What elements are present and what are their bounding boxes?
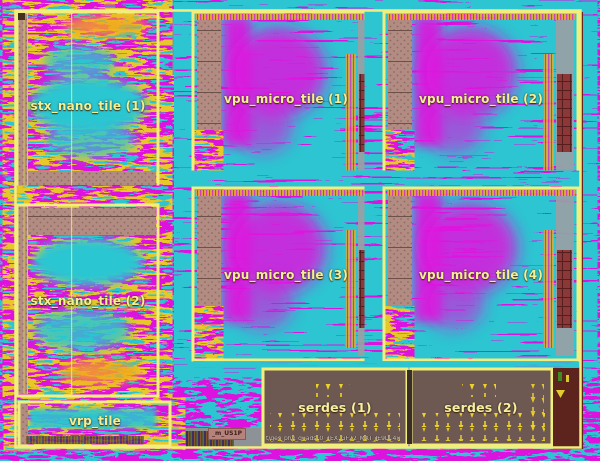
macro-column [18, 13, 28, 198]
label-vpu-micro-tile-3: vpu_micro_tile (3) [223, 268, 349, 282]
macro-stack [359, 250, 374, 328]
pin-arrow-icons [418, 428, 545, 441]
macro-column [18, 206, 28, 394]
label-stx-nano-tile-2: stx_nano_tile (2) [30, 294, 146, 308]
partition-line [71, 206, 73, 394]
instance-tag: _m_US1P [208, 428, 247, 440]
tile-boundary [382, 10, 580, 186]
macro-stack [359, 74, 374, 152]
tile-serdes-1 [261, 367, 409, 447]
label-stx-nano-tile-1: stx_nano_tile (1) [30, 99, 146, 113]
pin-arrow-icon [556, 390, 565, 398]
channel-block-cluster [164, 79, 193, 117]
partition-line [71, 13, 73, 197]
tile-vpu-micro-2 [382, 10, 580, 186]
label-serdes-1: serdes (1) [298, 399, 372, 415]
corner-maroon-region [553, 368, 583, 449]
tile-boundary [191, 10, 382, 186]
pin-arrow-icons [462, 384, 496, 397]
tile-stx-nano-2 [15, 203, 160, 398]
serdes-gap [407, 370, 412, 444]
pin-arrow-icons [270, 413, 400, 427]
label-serdes-2: serdes (2) [444, 399, 518, 415]
die-boundary [14, 9, 582, 449]
tile-boundary [382, 186, 580, 362]
tile-boundary [17, 400, 172, 448]
corner-marker [18, 13, 25, 20]
label-vpu-micro-tile-4: vpu_micro_tile (4) [418, 268, 544, 282]
tile-vpu-micro-3 [191, 186, 382, 362]
label-vpu-micro-tile-1: vpu_micro_tile (1) [223, 92, 349, 106]
filler-gray-strip [159, 11, 193, 79]
tile-vrp [17, 400, 172, 448]
pin-arrow-icons [270, 428, 400, 441]
pin-arrow-icons [316, 384, 350, 397]
tile-serdes-2 [409, 367, 554, 447]
tile-boundary [15, 10, 160, 201]
label-vrp-tile: vrp_tile [68, 414, 122, 428]
macro-stack [557, 250, 572, 328]
tile-vpu-micro-4 [382, 186, 580, 362]
pin-arrow-icons [418, 413, 545, 427]
tile-vpu-micro-1 [191, 10, 382, 186]
tile-boundary [191, 186, 382, 362]
tile-boundary [15, 203, 160, 398]
routing-band [193, 361, 578, 368]
macro-column [20, 403, 28, 445]
pin-arrow-icons [530, 384, 544, 434]
tile-stx-nano-1 [15, 10, 160, 201]
macro-stack [557, 74, 572, 152]
phy-instance-text: t/ges_phy_quads_0_1EX_GF22_MXT_JE9D_4x [266, 436, 400, 442]
label-vpu-micro-tile-2: vpu_micro_tile (2) [418, 92, 544, 106]
